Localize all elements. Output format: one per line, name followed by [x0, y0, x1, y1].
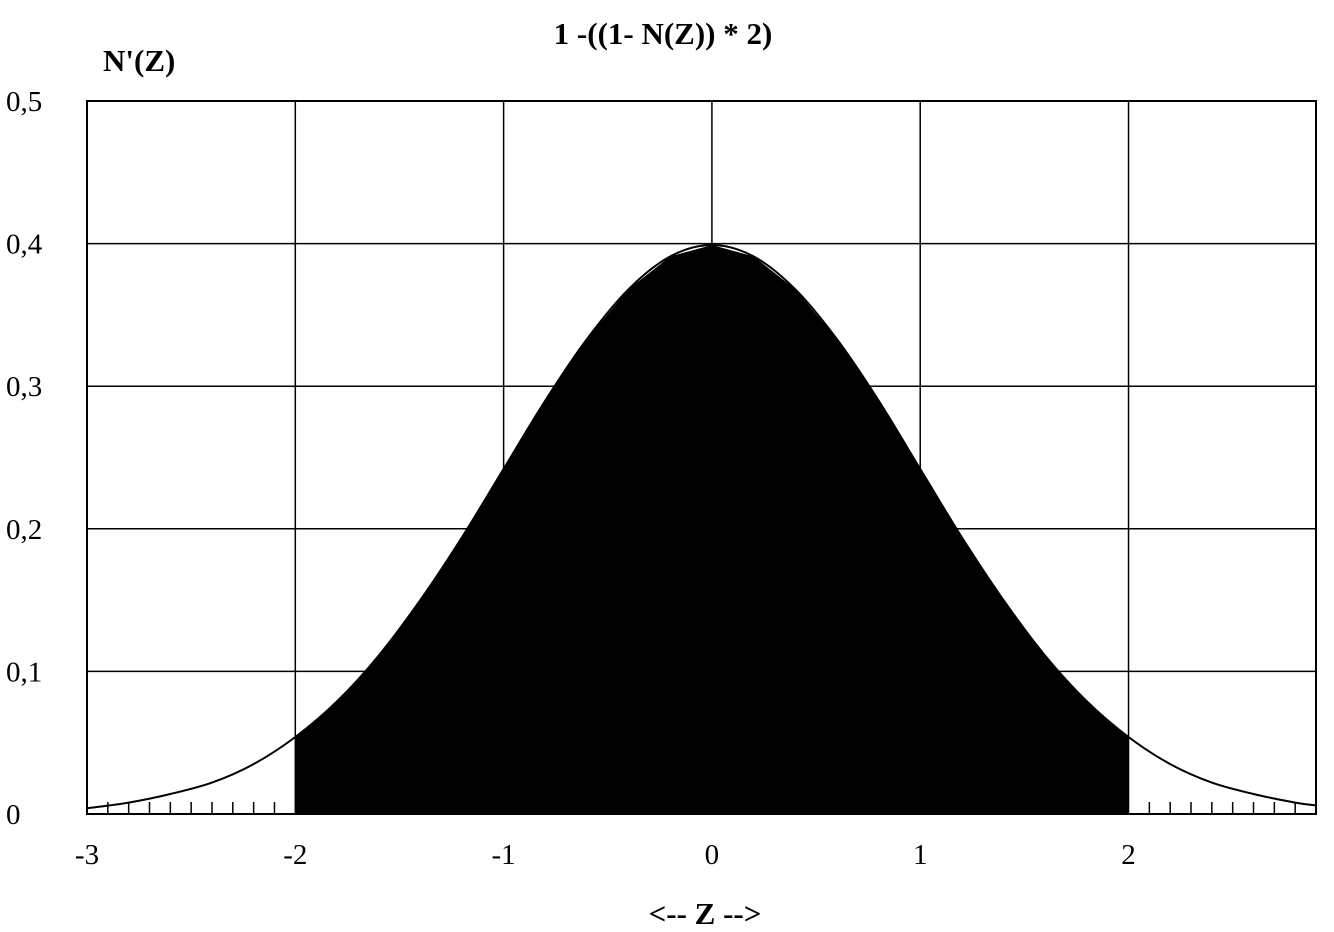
x-tick-label: -2	[283, 839, 307, 871]
minor-ticks	[107, 802, 1296, 814]
chart-title: 1 -((1- N(Z)) * 2)	[554, 16, 773, 51]
x-tick-label: 0	[705, 839, 720, 871]
y-axis-label: N'(Z)	[103, 43, 175, 78]
x-tick-label: -1	[492, 839, 516, 871]
x-tick-label: 1	[913, 839, 928, 871]
x-tick-labels: -3 -2 -1 0 1 2	[75, 839, 1136, 871]
plot-frame	[86, 100, 1317, 815]
y-tick-label: 0,5	[6, 86, 42, 118]
y-tick-label: 0,3	[6, 371, 42, 403]
y-tick-labels: 0 0,1 0,2 0,3 0,4 0,5	[6, 86, 43, 831]
x-axis-label: <-- Z -->	[649, 896, 762, 931]
x-tick-label: 2	[1121, 839, 1136, 871]
y-tick-label: 0,2	[6, 514, 42, 546]
y-tick-label: 0	[6, 799, 21, 831]
shaded-area	[295, 245, 1129, 814]
x-tick-label: -3	[75, 839, 99, 871]
y-tick-label: 0,1	[6, 656, 42, 688]
y-tick-label: 0,4	[6, 229, 43, 261]
normal-curve-line	[86, 243, 1317, 810]
shaded-region	[295, 245, 1129, 814]
plot-border	[86, 100, 1317, 815]
curve	[86, 243, 1317, 810]
